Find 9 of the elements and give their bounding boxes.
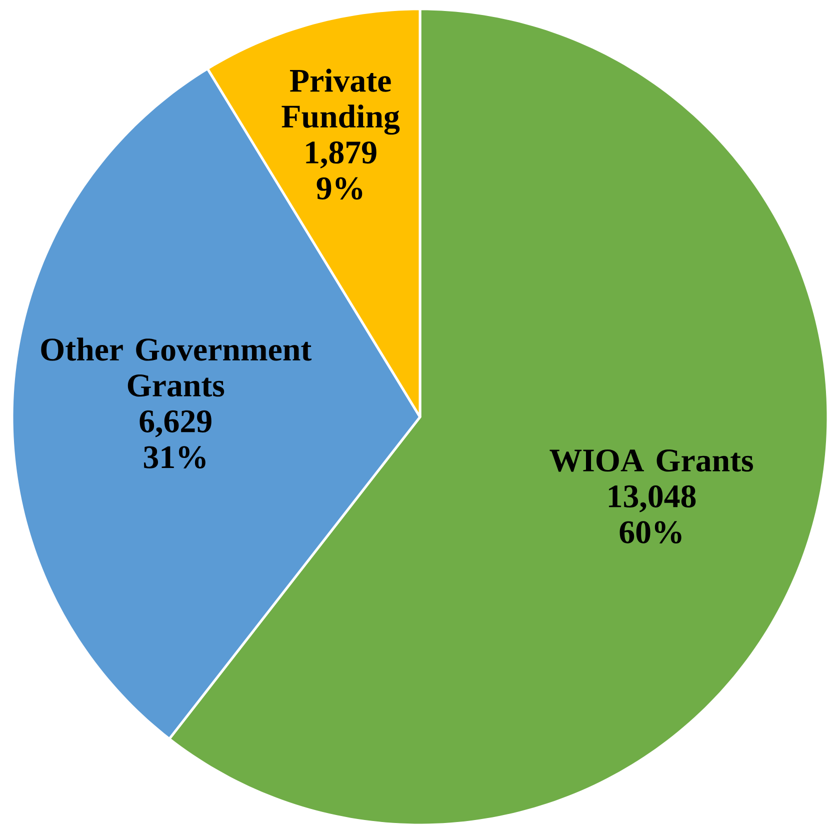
- data-label: 6,629: [140, 410, 212, 438]
- text: 60%: [620, 521, 682, 544]
- slice-label: WIOA Grants: [550, 450, 753, 472]
- slice-label: Private Funding: [282, 68, 400, 135]
- slice-label: Other Government Grants: [41, 338, 312, 397]
- text: 31%: [144, 446, 206, 468]
- data-label: 13,048: [608, 485, 696, 512]
- text: 9%: [316, 177, 362, 200]
- data-label: 1,879: [306, 141, 376, 168]
